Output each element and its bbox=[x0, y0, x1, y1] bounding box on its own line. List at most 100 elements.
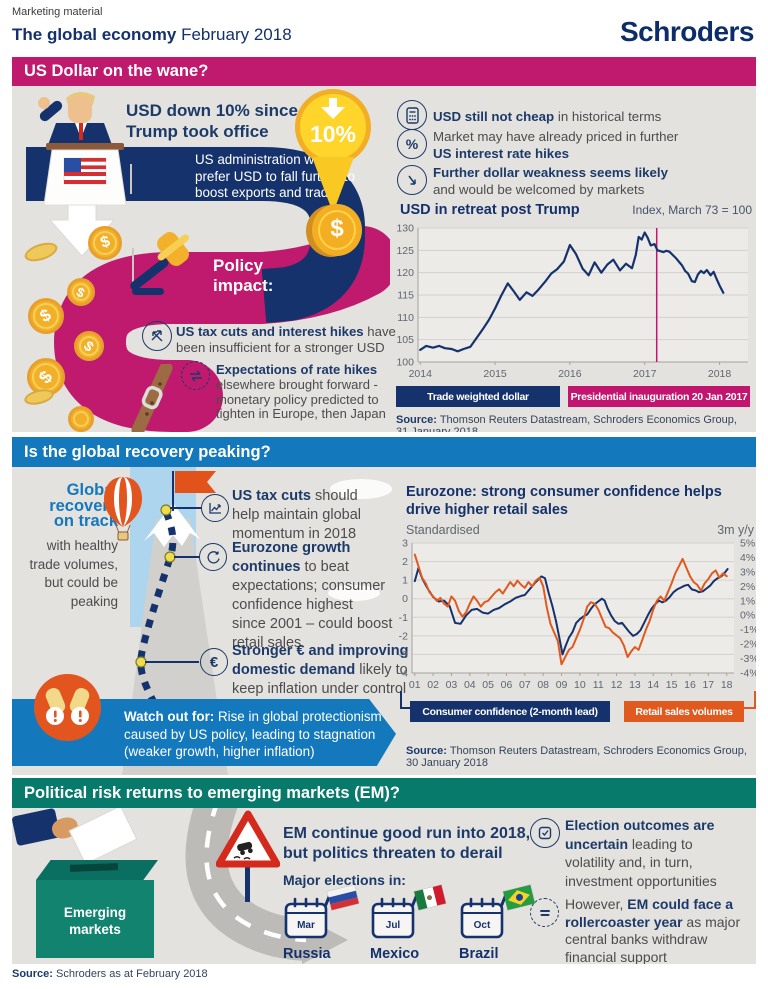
usd-chart-source: Source: Thomson Reuters Datastream, Schr… bbox=[396, 414, 737, 432]
svg-text:2: 2 bbox=[402, 556, 408, 568]
connector-line bbox=[174, 556, 200, 558]
svg-text:3: 3 bbox=[402, 539, 408, 550]
s1-left-bullet-1: US tax cuts and interest hikes have been … bbox=[176, 324, 396, 355]
eyebrow: Marketing material bbox=[12, 6, 103, 18]
s3-headline: EM continue good run into 2018, but polit… bbox=[283, 825, 531, 862]
svg-text:0%: 0% bbox=[740, 610, 755, 622]
election-country: Russia bbox=[283, 946, 331, 962]
svg-text:01: 01 bbox=[409, 679, 421, 691]
doc-title-light: February 2018 bbox=[176, 25, 292, 44]
svg-text:17: 17 bbox=[702, 679, 714, 691]
s2-bullet-3: Stronger € and improving domestic demand … bbox=[232, 643, 409, 697]
legend-connector-right bbox=[744, 691, 756, 709]
section3-body: Emerging markets EM continue good run int… bbox=[12, 808, 756, 964]
legend-retail-sales: Retail sales volumes bbox=[624, 701, 744, 722]
svg-text:0: 0 bbox=[402, 593, 408, 605]
s2-subhead: with healthy trade volumes, but could be pe… bbox=[29, 538, 118, 609]
svg-text:-4%: -4% bbox=[740, 668, 756, 680]
gold-coin: $ bbox=[306, 202, 364, 260]
legend-consumer-confidence: Consumer confidence (2-month lead) bbox=[410, 701, 610, 722]
s1-band-text: US administration would prefer USD to fal… bbox=[195, 152, 356, 200]
legend-connector-left bbox=[400, 691, 412, 709]
skid-warning-sign bbox=[216, 810, 280, 902]
s1-right-bullet-2: Market may have already priced in furthe… bbox=[433, 129, 679, 161]
svg-text:08: 08 bbox=[537, 679, 549, 691]
growth-swirl-icon bbox=[199, 543, 227, 571]
binoculars-icon bbox=[45, 688, 90, 725]
legend-trade-weighted-dollar: Trade weighted dollar bbox=[396, 386, 560, 407]
cloud bbox=[330, 479, 392, 499]
election-item-brazil: Oct Brazil bbox=[459, 884, 543, 964]
badge-pointer bbox=[312, 157, 354, 213]
usd-chart-units-note: Index, March 73 = 100 bbox=[632, 203, 752, 217]
policy-impact-label: Policy impact: bbox=[213, 256, 274, 295]
s2-bullet-1: US tax cuts should help maintain global mo… bbox=[232, 488, 361, 542]
svg-text:Oct: Oct bbox=[474, 920, 491, 931]
ballot-box-label: Emerging markets bbox=[63, 905, 127, 937]
svg-text:05: 05 bbox=[482, 679, 494, 691]
ez-chart-title: Eurozone: strong consumer confidence hel… bbox=[406, 484, 722, 518]
section1-header: US Dollar on the wane? bbox=[12, 57, 756, 86]
trend-down-icon bbox=[397, 165, 427, 195]
calendar-icon: Oct bbox=[460, 897, 504, 939]
election-country: Mexico bbox=[370, 946, 420, 962]
section1-body: USD down 10% since Trump took office US a… bbox=[12, 86, 756, 432]
s1-left-bullet-2: Expectations of rate hikes elsewhere brou… bbox=[216, 362, 386, 422]
svg-text:2017: 2017 bbox=[633, 368, 657, 380]
ten-percent-badge: 10% bbox=[295, 89, 371, 165]
svg-text:13: 13 bbox=[629, 679, 641, 691]
svg-text:Jul: Jul bbox=[386, 920, 401, 931]
s1-headline: USD down 10% since Trump took office bbox=[126, 101, 298, 141]
svg-text:04: 04 bbox=[464, 679, 476, 691]
svg-text:100: 100 bbox=[396, 357, 414, 369]
gold-coin: $ bbox=[67, 278, 95, 306]
gold-coin: $ bbox=[88, 226, 122, 260]
chart-up-icon bbox=[201, 494, 229, 522]
rate-expectations-icon bbox=[181, 361, 210, 390]
svg-text:115: 115 bbox=[397, 290, 414, 302]
svg-text:11: 11 bbox=[593, 679, 604, 691]
gold-coin bbox=[68, 406, 94, 432]
connector-line bbox=[145, 661, 199, 663]
currency-exchange-icon bbox=[142, 321, 172, 351]
svg-text:02: 02 bbox=[427, 679, 439, 691]
svg-text:07: 07 bbox=[519, 679, 531, 691]
cloud bbox=[328, 585, 380, 601]
svg-text:1%: 1% bbox=[740, 595, 755, 607]
svg-text:09: 09 bbox=[556, 679, 568, 691]
binoculars-badge bbox=[34, 674, 101, 741]
s1-right-panel: USD still not cheap in historical terms … bbox=[396, 86, 756, 432]
connector-line bbox=[170, 507, 202, 509]
hot-air-balloon-icon bbox=[104, 477, 142, 541]
page-source: Source: Schroders as at February 2018 bbox=[12, 968, 208, 980]
gavel-icon bbox=[130, 232, 190, 295]
ez-chart-source: Source: Thomson Reuters Datastream, Schr… bbox=[406, 745, 747, 769]
usd-chart-legend: Trade weighted dollar Presidential inaug… bbox=[396, 386, 752, 407]
ballot-paper bbox=[68, 808, 138, 865]
svg-text:15: 15 bbox=[666, 679, 678, 691]
svg-text:120: 120 bbox=[396, 267, 414, 279]
ballot-check-icon bbox=[530, 818, 560, 848]
svg-text:-1%: -1% bbox=[740, 624, 756, 636]
mexico-flag-icon bbox=[414, 884, 446, 911]
legend-presidential-inauguration: Presidential inauguration 20 Jan 2017 bbox=[568, 386, 750, 407]
doc-title: The global economy February 2018 bbox=[12, 25, 292, 45]
svg-text:Mar: Mar bbox=[297, 920, 315, 931]
belt-icon bbox=[131, 364, 173, 432]
section3-header: Political risk returns to emerging marke… bbox=[12, 778, 756, 808]
svg-text:03: 03 bbox=[446, 679, 458, 691]
s2-bullet-2: Eurozone growth continues to beat expectat… bbox=[232, 540, 393, 651]
s1-right-bullet-3: Further dollar weakness seems likely and … bbox=[433, 165, 669, 197]
calendar-icon: Mar bbox=[284, 897, 328, 939]
watch-out-text: Watch out for: Rise in global protection… bbox=[124, 709, 382, 759]
dollar-sign: $ bbox=[330, 215, 344, 242]
ballot-box-front: Emerging markets bbox=[36, 880, 154, 958]
ez-chart-legend: Consumer confidence (2-month lead) Retai… bbox=[410, 701, 744, 722]
svg-text:14: 14 bbox=[647, 679, 659, 691]
percent-icon: % bbox=[397, 129, 427, 159]
svg-text:-4: -4 bbox=[399, 668, 408, 680]
svg-text:12: 12 bbox=[611, 679, 623, 691]
election-country: Brazil bbox=[459, 946, 499, 962]
